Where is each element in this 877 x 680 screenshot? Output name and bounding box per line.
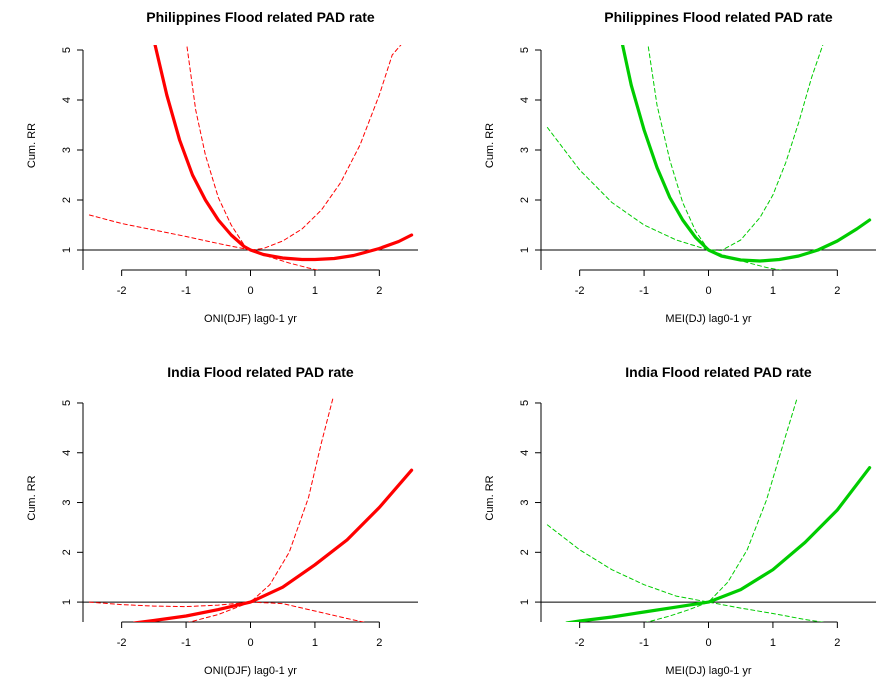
x-tick-label: 0 <box>705 285 711 297</box>
upper-ci-line <box>187 398 334 622</box>
plot-area <box>88 398 414 622</box>
plot-title: India Flood related PAD rate <box>167 364 354 380</box>
x-tick-label: 1 <box>770 637 776 649</box>
x-tick-label: -2 <box>117 637 127 649</box>
y-tick-label: 2 <box>61 197 73 203</box>
y-axis-label: Cum. RR <box>26 475 38 520</box>
y-tick-label: 5 <box>519 47 531 53</box>
plot-panel-4: India Flood related PAD rate -2 -1 0 1 2 1 2 3 4 5… <box>484 364 876 677</box>
x-tick-label: 2 <box>376 637 382 649</box>
estimate-line <box>565 466 872 622</box>
y-tick-label: 2 <box>61 549 73 555</box>
estimate-line <box>620 45 872 263</box>
plot-area <box>546 398 872 622</box>
plot-area <box>88 45 414 270</box>
x-tick-label: 0 <box>705 637 711 649</box>
x-tick-label: 2 <box>834 285 840 297</box>
plot-panel-1: Philippines Flood related PAD rate -2 -1 0 1… <box>26 9 418 325</box>
y-tick-label: 5 <box>61 47 73 53</box>
y-tick-label: 5 <box>519 400 531 406</box>
x-tick-label: -1 <box>181 285 191 297</box>
lower-ci-line <box>88 601 366 622</box>
y-tick-label: 4 <box>61 97 73 103</box>
upper-ci-line <box>645 398 798 622</box>
y-tick-label: 1 <box>61 247 73 253</box>
x-axis-label: ONI(DJF) lag0-1 yr <box>204 313 297 325</box>
x-tick-label: 2 <box>376 285 382 297</box>
y-tick-label: 1 <box>519 247 531 253</box>
y-axis-label: Cum. RR <box>484 123 496 168</box>
y-axis-label: Cum. RR <box>484 475 496 520</box>
y-tick-label: 2 <box>519 197 531 203</box>
x-tick-label: 1 <box>770 285 776 297</box>
y-axis-label: Cum. RR <box>26 123 38 168</box>
x-tick-label: -2 <box>117 285 127 297</box>
y-tick-label: 5 <box>61 400 73 406</box>
x-axis-label: MEI(DJ) lag0-1 yr <box>665 665 752 677</box>
y-tick-label: 3 <box>519 499 531 505</box>
lower-ci-line <box>88 214 320 270</box>
x-tick-label: -2 <box>575 285 585 297</box>
y-tick-label: 1 <box>61 599 73 605</box>
plot-title: Philippines Flood related PAD rate <box>604 9 833 25</box>
plot-title: Philippines Flood related PAD rate <box>146 9 375 25</box>
x-tick-label: -2 <box>575 637 585 649</box>
y-tick-label: 3 <box>519 147 531 153</box>
estimate-line <box>153 45 414 262</box>
x-tick-label: 1 <box>312 285 318 297</box>
y-tick-label: 2 <box>519 549 531 555</box>
estimate-line <box>133 468 414 622</box>
plot-title: India Flood related PAD rate <box>625 364 812 380</box>
lower-ci-line <box>546 127 784 270</box>
x-axis-label: MEI(DJ) lag0-1 yr <box>665 313 752 325</box>
plot-panel-3: India Flood related PAD rate -2 -1 0 1 2 1 2 3 4 5… <box>26 364 418 677</box>
x-tick-label: 0 <box>247 637 253 649</box>
x-tick-label: -1 <box>639 637 649 649</box>
upper-ci-line <box>647 45 824 251</box>
x-tick-label: 2 <box>834 637 840 649</box>
y-tick-label: 3 <box>61 147 73 153</box>
y-tick-label: 4 <box>519 450 531 456</box>
y-tick-label: 4 <box>61 450 73 456</box>
x-tick-label: 1 <box>312 637 318 649</box>
x-axis-label: ONI(DJF) lag0-1 yr <box>204 665 297 677</box>
plot-area <box>546 45 872 270</box>
x-tick-label: -1 <box>639 285 649 297</box>
x-tick-label: 0 <box>247 285 253 297</box>
y-tick-label: 1 <box>519 599 531 605</box>
plot-panel-2: Philippines Flood related PAD rate -2 -1 0 1… <box>484 9 876 325</box>
lower-ci-line <box>546 524 825 622</box>
y-tick-label: 4 <box>519 97 531 103</box>
y-tick-label: 3 <box>61 499 73 505</box>
x-tick-label: -1 <box>181 637 191 649</box>
upper-ci-line <box>186 45 402 251</box>
